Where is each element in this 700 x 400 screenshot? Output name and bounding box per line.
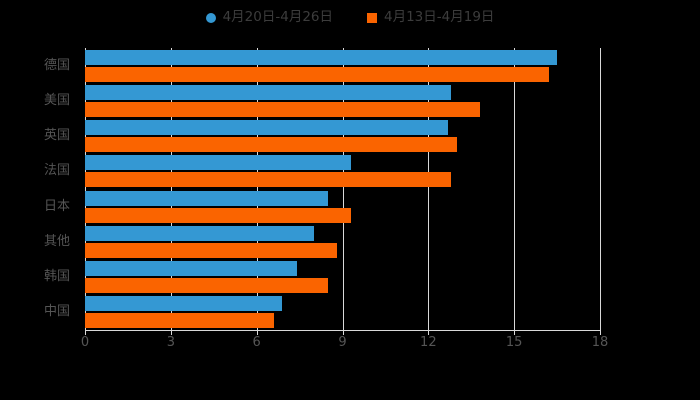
bar-中国-series-1[interactable] [85,296,283,312]
bar-德国-series-1[interactable] [85,49,558,65]
tick-mark-6 [256,330,258,335]
bar-中国-series-2[interactable] [85,313,274,329]
bar-德国-series-2[interactable] [85,66,549,82]
xtick-label-9: 9 [338,335,347,350]
category-label-韩国: 韩国 [43,269,70,285]
bar-英国-series-2[interactable] [85,137,457,153]
tick-mark-9 [342,330,344,335]
gridline-18 [600,48,601,330]
chart-legend: 4月20日-4月26日 4月13日-4月19日 [0,6,700,30]
tick-mark-18 [600,330,601,335]
bar-韩国-series-2[interactable] [85,278,329,294]
xtick-label-3: 3 [166,335,175,350]
bar-其他-series-1[interactable] [85,225,314,241]
xtick-label-0: 0 [80,335,90,350]
legend-item-series-1[interactable]: 4月20日-4月26日 [205,9,333,26]
tick-mark-0 [85,330,86,335]
xtick-label-18: 18 [591,335,609,350]
legend-label-series-2: 4月13日-4月19日 [384,9,495,26]
category-label-英国: 英国 [43,128,70,144]
legend-item-series-2[interactable]: 4月13日-4月19日 [367,11,494,25]
category-label-德国: 德国 [43,57,70,73]
tick-mark-12 [428,330,430,335]
xtick-label-15: 15 [505,335,523,350]
bar-法国-series-2[interactable] [85,172,452,188]
xtick-label-12: 12 [420,335,437,350]
bar-美国-series-1[interactable] [85,84,452,100]
gridline-15 [514,48,516,330]
category-label-日本: 日本 [43,198,70,214]
bar-法国-series-1[interactable] [85,155,352,171]
plot-area [85,48,601,330]
legend-square-marker-icon [367,13,377,23]
tick-mark-3 [170,330,172,335]
category-label-其他: 其他 [43,233,70,249]
xtick-label-6: 6 [252,335,261,350]
legend-label-series-1: 4月20日-4月26日 [222,9,333,26]
bar-韩国-series-1[interactable] [85,261,297,277]
category-label-美国: 美国 [43,92,70,108]
bar-其他-series-2[interactable] [85,242,337,258]
category-label-法国: 法国 [43,163,70,179]
tick-mark-15 [514,330,516,335]
bar-美国-series-2[interactable] [85,101,480,117]
bar-英国-series-1[interactable] [85,120,449,136]
bar-日本-series-1[interactable] [85,190,329,206]
legend-circle-marker-icon [205,13,216,23]
bar-日本-series-2[interactable] [85,207,352,223]
category-label-中国: 中国 [43,304,70,320]
